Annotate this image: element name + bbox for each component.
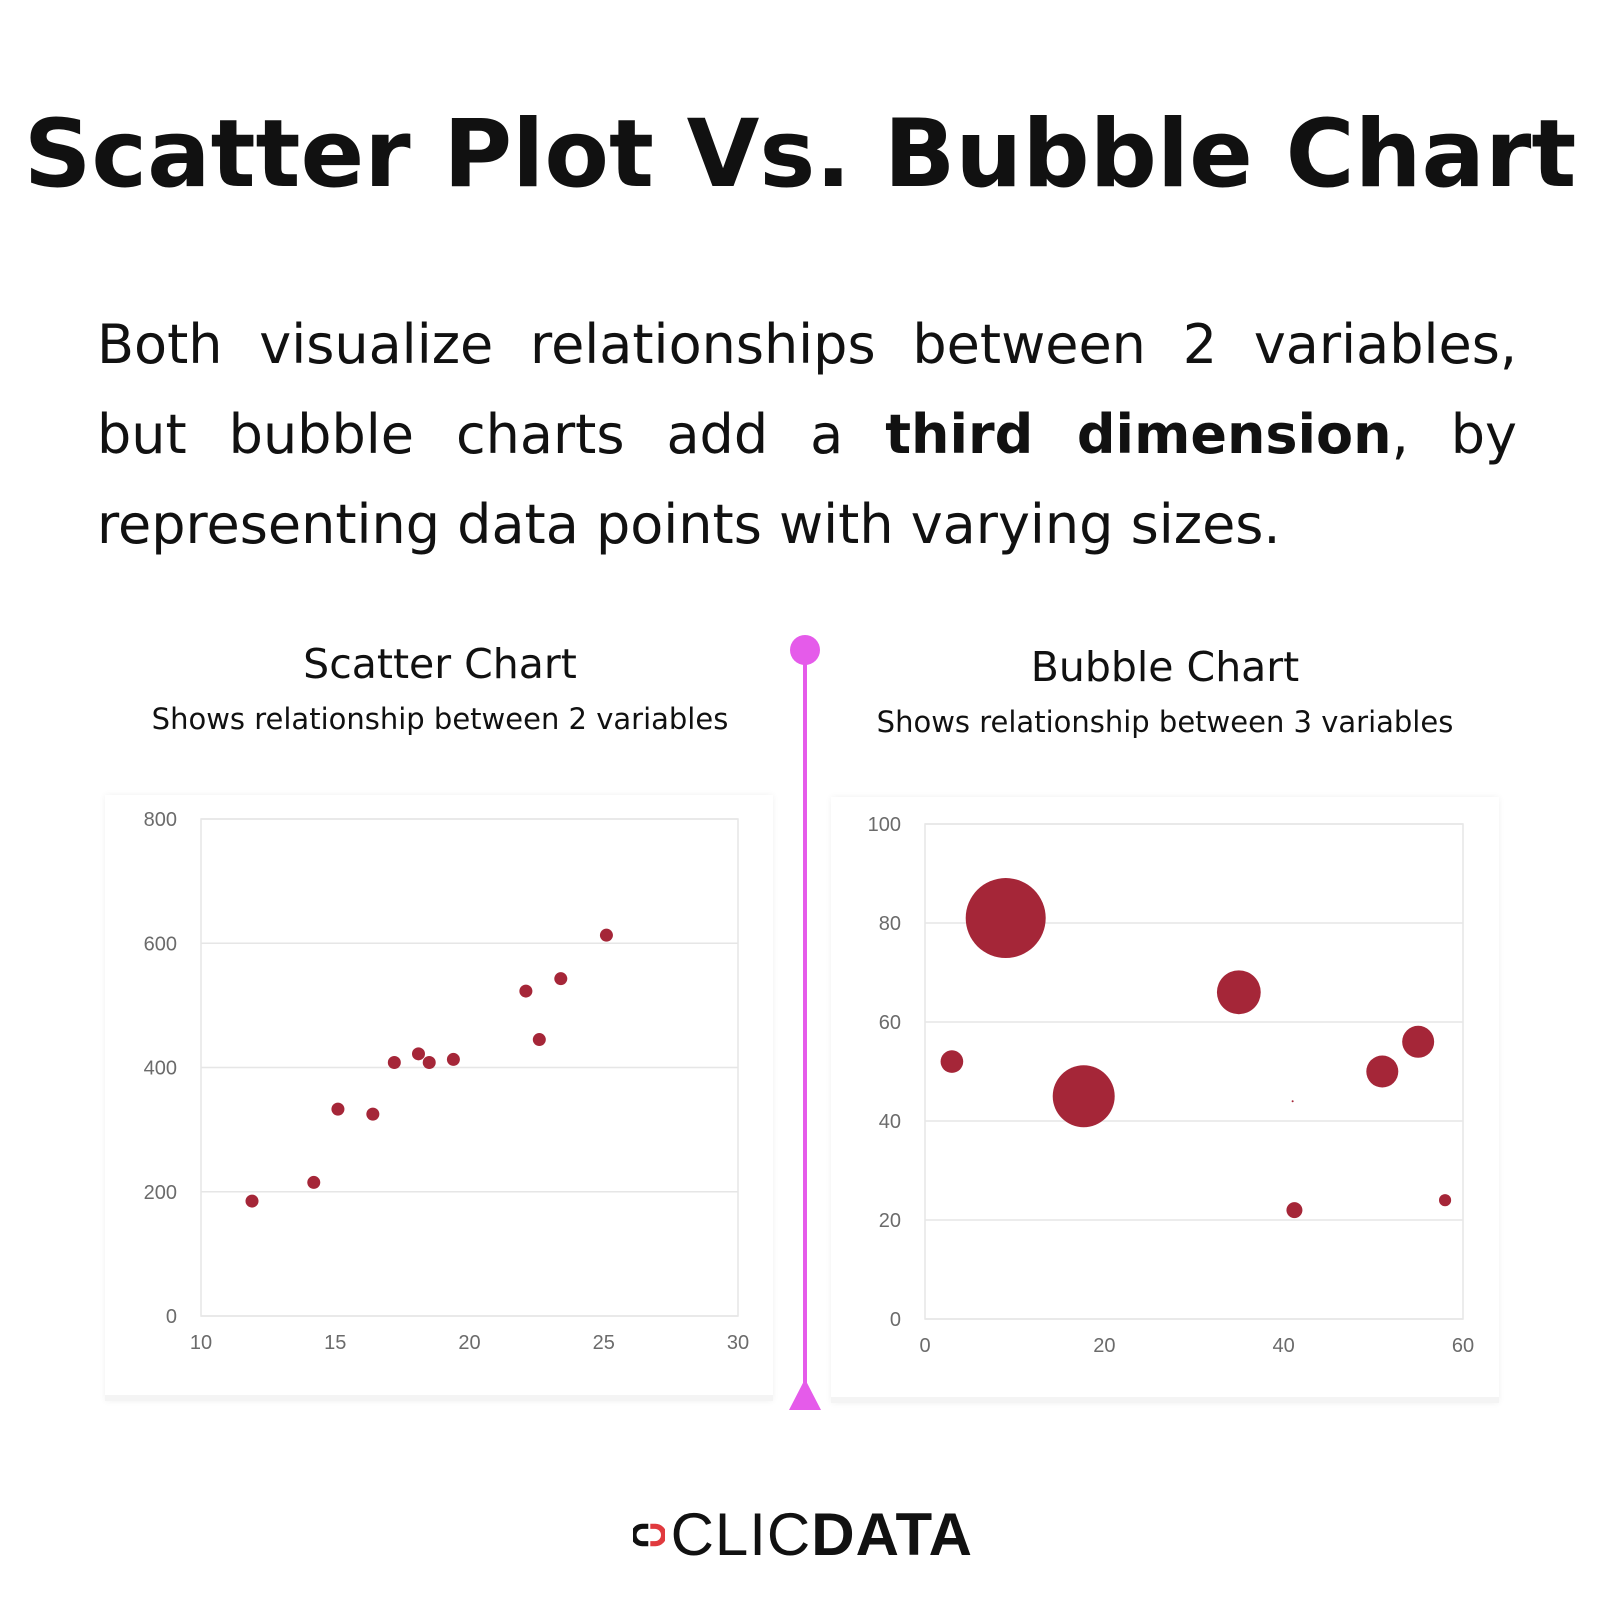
x-tick-label: 25 — [593, 1332, 615, 1354]
intro-text-part2: , by representing data points with varyi… — [97, 403, 1518, 556]
bubble-point — [965, 878, 1046, 959]
scatter-point — [411, 1047, 425, 1061]
x-tick-label: 40 — [1273, 1335, 1295, 1357]
scatter-chart-title: Scatter Chart — [303, 640, 577, 688]
divider-arrow — [789, 1379, 821, 1410]
bubble-point — [1052, 1065, 1115, 1128]
scatter-point — [422, 1056, 436, 1070]
bubble-point — [1216, 970, 1261, 1015]
bubble-point — [940, 1050, 964, 1073]
bubble-point — [1366, 1055, 1399, 1088]
scatter-point — [307, 1175, 321, 1189]
scatter-point — [599, 928, 613, 942]
scatter-point — [331, 1102, 345, 1116]
scatter-point — [446, 1052, 460, 1066]
y-tick-label: 20 — [879, 1210, 901, 1232]
scatter-chart: 0 200 400 600 800 10 15 20 25 30 — [144, 809, 750, 1354]
intro-paragraph: Both visualize relationships between 2 v… — [97, 300, 1517, 570]
divider-dot — [790, 635, 820, 665]
bubble-point — [1402, 1025, 1435, 1058]
x-tick-label: 20 — [458, 1332, 480, 1354]
y-tick-label: 600 — [144, 933, 177, 955]
y-tick-label: 0 — [890, 1309, 901, 1331]
y-tick-label: 80 — [879, 913, 901, 935]
x-tick-label: 20 — [1093, 1335, 1115, 1357]
x-tick-label: 30 — [727, 1332, 749, 1354]
scatter-point — [245, 1194, 259, 1208]
y-tick-label: 400 — [144, 1058, 177, 1080]
bubble-chart-subtitle: Shows relationship between 3 variables — [876, 705, 1454, 739]
intro-text-bold: third dimension — [885, 403, 1392, 466]
bubble-point — [1286, 1202, 1303, 1219]
scatter-chart-subtitle: Shows relationship between 2 variables — [151, 702, 729, 736]
scatter-point — [554, 972, 568, 986]
scatter-chart-card: 0 200 400 600 800 10 15 20 25 30 — [105, 795, 773, 1401]
y-tick-label: 0 — [166, 1306, 177, 1328]
bubble-chart-card: 0 20 40 60 80 100 0 20 40 60 — [831, 797, 1499, 1403]
bubble-chart: 0 20 40 60 80 100 0 20 40 60 — [868, 814, 1475, 1357]
bubble-point — [1439, 1194, 1452, 1207]
bubble-point — [1291, 1100, 1294, 1103]
scatter-point — [519, 984, 533, 998]
bubble-chart-title: Bubble Chart — [1030, 643, 1300, 691]
x-tick-label: 60 — [1452, 1335, 1474, 1357]
clicdata-logo-icon — [633, 1523, 665, 1547]
y-tick-label: 200 — [144, 1182, 177, 1204]
clicdata-logo: CLIC DATA — [633, 1500, 973, 1570]
logo-text-light: CLIC — [670, 1501, 812, 1568]
scatter-point — [366, 1107, 380, 1121]
y-tick-label: 60 — [879, 1012, 901, 1034]
scatter-point — [532, 1033, 546, 1047]
scatter-point — [387, 1056, 401, 1070]
logo-text-bold: DATA — [811, 1501, 973, 1568]
x-tick-label: 0 — [919, 1335, 930, 1357]
y-tick-label: 100 — [868, 814, 901, 836]
page-title: Scatter Plot Vs. Bubble Chart — [23, 100, 1577, 209]
y-tick-label: 40 — [879, 1111, 901, 1133]
intro-text-part1: Both visualize relationships between 2 v… — [97, 313, 1517, 466]
x-tick-label: 15 — [324, 1332, 346, 1354]
x-tick-label: 10 — [190, 1332, 212, 1354]
y-tick-label: 800 — [144, 809, 177, 831]
